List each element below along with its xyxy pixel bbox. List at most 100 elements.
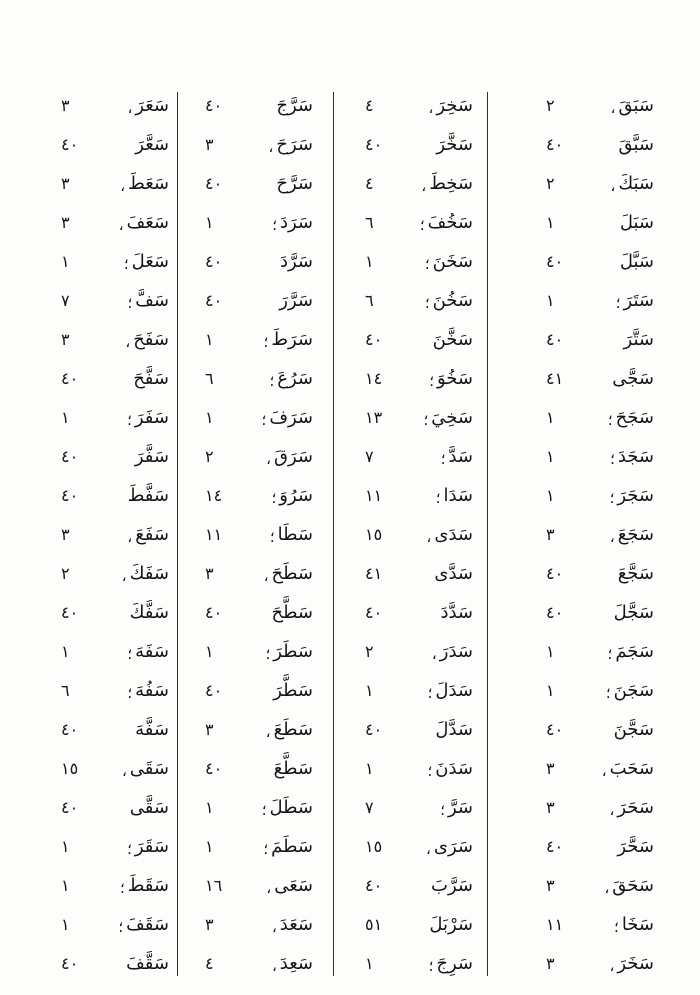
index-entry: سَرَفَ؛ ١ (205, 398, 313, 437)
index-entry: سَفُهَ؛ ٦ (61, 671, 169, 710)
entry-count: ٦ (365, 213, 374, 232)
entry-word: سَدَّدَ (440, 602, 473, 623)
index-entry: سَبَقَ، ٢ (546, 86, 654, 125)
entry-count: ١ (546, 486, 555, 505)
entry-vowel-mark: ؛ (435, 488, 441, 507)
entry-vowel-mark: ، (271, 917, 277, 936)
entry-vowel-mark: ؛ (263, 332, 269, 351)
index-entry: سَرَّجَ ٤٠ (205, 86, 313, 125)
entry-vowel-mark: ، (268, 137, 274, 156)
entry-count: ٤ (365, 174, 374, 193)
index-entry: سَرَحَ، ٣ (205, 125, 313, 164)
column-divider-3 (177, 92, 178, 976)
index-entry: سَفَّكَ ٤٠ (61, 593, 169, 632)
index-entry: سَجَّى ٤١ (546, 359, 654, 398)
index-entry: سَدَنَ؛ ١ (365, 749, 473, 788)
entry-word: سَبَّلَ (619, 251, 654, 272)
entry-word: سَرَفَ؛ (261, 406, 313, 429)
entry-count: ٣ (61, 330, 70, 349)
entry-word: سَفَّرَ (134, 446, 169, 467)
index-entry: سَقَى، ١٥ (61, 749, 169, 788)
entry-count: ٧ (365, 798, 374, 817)
entry-word: سَجَرَ؛ (609, 484, 654, 507)
entry-word: سَعَلَ؛ (123, 250, 169, 273)
entry-count: ٢ (61, 564, 70, 583)
index-entry: سَخَا؛ ١١ (546, 905, 654, 944)
index-entry: سَعِدَ، ٤ (205, 944, 313, 983)
entry-count: ١ (205, 408, 214, 427)
entry-vowel-mark: ، (428, 98, 434, 117)
entry-word: سَجَدَ؛ (610, 445, 654, 468)
entry-count: ١ (61, 408, 70, 427)
index-column-1: سَبَقَ، ٢ سَبَّقَ ٤٠ سَبَكَ، ٢ سَبَلَ ١ سَبَّلَ ٤… (487, 86, 700, 985)
entry-word: سَفَعَ، (127, 523, 169, 546)
entry-word: سَفَرَ؛ (127, 406, 169, 429)
entry-count: ١ (546, 447, 555, 466)
entry-word: سَحَبَ، (601, 757, 654, 780)
index-entry: سَعَفَ، ٣ (61, 203, 169, 242)
entry-word: سَدَى، (426, 523, 473, 546)
index-entry: سَرُعَ؛ ٦ (205, 359, 313, 398)
entry-vowel-mark: ؛ (428, 956, 434, 975)
entry-vowel-mark: ؛ (261, 800, 267, 819)
entry-word: سَطَعَ، (265, 718, 313, 741)
entry-count: ٤٠ (61, 603, 79, 622)
entry-count: ٣ (205, 915, 214, 934)
entry-count: ٣ (61, 174, 70, 193)
index-entry: سَرَقَ، ٢ (205, 437, 313, 476)
index-entry: سَطَّعَ ٤٠ (205, 749, 313, 788)
index-entry: سَجَّلَ ٤٠ (546, 593, 654, 632)
entry-count: ٤٠ (365, 330, 383, 349)
index-entry: سَطَعَ، ٣ (205, 710, 313, 749)
index-entry: سَقَرَ؛ ١ (61, 827, 169, 866)
entry-count: ٣ (546, 954, 555, 973)
entry-word: سَدَّلَ (435, 719, 473, 740)
entry-count: ٣ (205, 135, 214, 154)
entry-word: سَجَّنَ (613, 719, 654, 740)
index-entry: سَرِجَ؛ ١ (365, 944, 473, 983)
entry-word: سَطَّعَ (273, 758, 313, 779)
index-entry: سَحَّرَ ٤٠ (546, 827, 654, 866)
entry-word: سَخَّنَ (432, 329, 473, 350)
entry-count: ٤٠ (61, 135, 79, 154)
index-entry: سَحَرَ، ٣ (546, 788, 654, 827)
column-divider-1 (487, 92, 488, 976)
entry-count: ٤٠ (205, 174, 223, 193)
entry-word: سَرَحَ، (268, 133, 313, 156)
entry-vowel-mark: ، (266, 449, 272, 468)
entry-count: ٦ (205, 369, 214, 388)
index-entry: سَعَى، ١٦ (205, 866, 313, 905)
entry-vowel-mark: ؛ (127, 839, 132, 858)
entry-word: سَقَّفَ (126, 953, 169, 974)
index-column-4: سَعَرَ، ٣ سَعَّرَ ٤٠ سَعَطَ، ٣ سَعَفَ، ٣ سَعَلَ؛… (0, 86, 177, 985)
entry-vowel-mark: ، (610, 98, 616, 117)
entry-word: سَعِدَ، (271, 952, 313, 975)
index-entry: سَخُنَ؛ ٦ (365, 281, 473, 320)
index-entry: سَقَفَ؛ ١ (61, 905, 169, 944)
entry-word: سَطَمَ؛ (263, 835, 313, 858)
entry-count: ٦ (365, 291, 374, 310)
entry-vowel-mark: ، (125, 332, 131, 351)
entry-vowel-mark: ؛ (607, 410, 613, 429)
entry-word: سَفَّ؛ (127, 289, 169, 312)
index-entry: سَخَرَ، ٣ (546, 944, 654, 983)
index-entry: سَعَطَ، ٣ (61, 164, 169, 203)
entry-vowel-mark: ، (421, 176, 427, 195)
entry-vowel-mark: ؛ (440, 449, 446, 468)
entry-count: ١٦ (205, 876, 223, 895)
index-entry: سَدَا؛ ١١ (365, 476, 473, 515)
entry-count: ١ (61, 915, 70, 934)
entry-count: ٣ (546, 759, 555, 778)
entry-vowel-mark: ؛ (272, 215, 277, 234)
entry-word: سَدَنَ؛ (427, 757, 473, 780)
entry-word: سَدَلَ؛ (427, 679, 473, 702)
entry-count: ٤٠ (205, 603, 223, 622)
entry-vowel-mark: ، (601, 761, 607, 780)
entry-word: سَخِيَ؛ (423, 406, 473, 429)
entry-vowel-mark: ؛ (615, 293, 621, 312)
entry-vowel-mark: ، (604, 878, 610, 897)
index-entry: سَعَّرَ ٤٠ (61, 125, 169, 164)
index-entry: سَخُفَ؛ ٦ (365, 203, 473, 242)
entry-count: ٤٠ (365, 603, 383, 622)
entry-word: سَرَى، (426, 835, 473, 858)
